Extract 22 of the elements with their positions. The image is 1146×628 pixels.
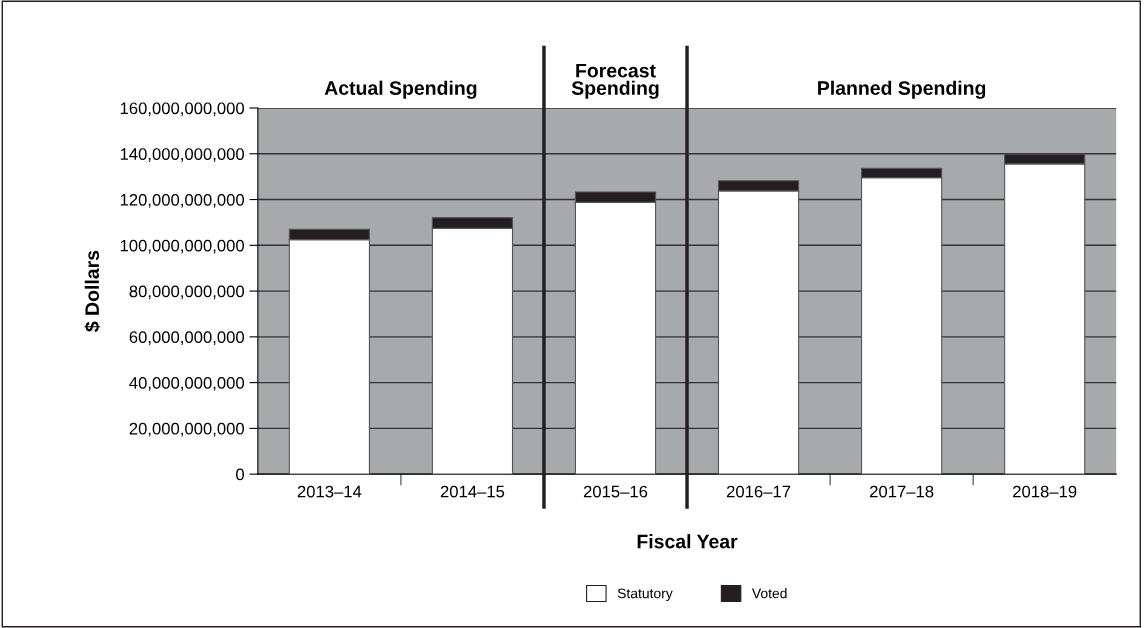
y-tick-label: 140,000,000,000	[120, 148, 245, 162]
y-tick-label: 120,000,000,000	[120, 193, 245, 208]
legend-label: Voted	[751, 588, 787, 599]
y-tick-label: 80,000,000,000	[129, 285, 245, 300]
x-tick-label: 2016–17	[726, 485, 791, 498]
y-tick-label: 160,000,000,000	[120, 102, 245, 117]
x-tick-label: 2014–15	[440, 485, 505, 498]
legend-label: Statutory	[617, 588, 673, 602]
x-tick-label: 2018–19	[1013, 485, 1077, 498]
text: Planned Spending	[818, 80, 986, 99]
y-axis-title: $ Dollars	[84, 250, 101, 332]
x-tick-label: 2017–18	[870, 485, 934, 498]
y-tick-label: 40,000,000,000	[129, 377, 245, 391]
x-tick-label: 2013–14	[297, 485, 362, 498]
y-tick-label: 20,000,000,000	[129, 422, 245, 437]
text: Forecast Spending	[571, 63, 659, 99]
y-tick-label: 0	[236, 468, 244, 481]
x-axis-title: Fiscal Year	[637, 534, 738, 549]
y-tick-label: 60,000,000,000	[129, 331, 245, 346]
text: Actual Spending	[324, 80, 477, 99]
x-tick-label: 2015–16	[583, 485, 648, 498]
y-tick-label: 100,000,000,000	[120, 239, 245, 254]
